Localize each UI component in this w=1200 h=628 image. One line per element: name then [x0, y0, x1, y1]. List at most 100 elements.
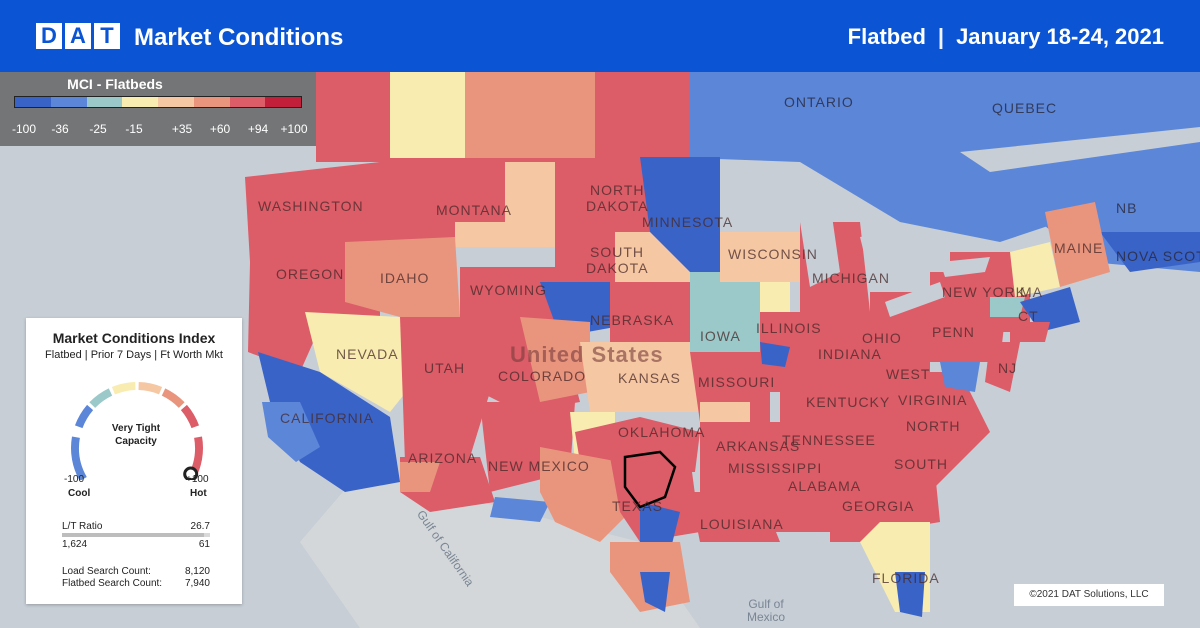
logo-letter-t: T: [94, 23, 120, 49]
region-alabama: [830, 422, 880, 542]
label-nebraska: NEBRASKA: [590, 312, 675, 328]
legend-tick-6: +94: [247, 122, 269, 136]
gauge-status-line1: Very Tight: [111, 423, 161, 434]
region-wyoming: [460, 267, 560, 332]
legend-tick-3: -15: [125, 122, 143, 136]
region-nwt: [390, 72, 465, 158]
label-gulf-of-mexico-2: Mexico: [746, 610, 785, 624]
label-kentucky: KENTUCKY: [806, 394, 891, 410]
load-search-label: Load Search Count:: [62, 566, 151, 577]
label-nevada: NEVADA: [336, 346, 399, 362]
mexico-land: [300, 472, 700, 628]
label-tennessee: TENNESSEE: [782, 432, 876, 448]
label-connecticut: CT: [1018, 308, 1039, 324]
legend-swatch-6: [229, 97, 266, 107]
date-range: January 18-24, 2021: [956, 24, 1164, 49]
mci-gauge: [71, 382, 203, 480]
region-virginia-carolinas: [880, 372, 990, 492]
label-colorado: COLORADO: [498, 368, 587, 384]
region-utah: [400, 317, 490, 462]
legend-swatch-5: [193, 97, 230, 107]
gauge-min-value: -100: [64, 474, 85, 485]
label-florida: FLORIDA: [872, 570, 940, 586]
label-massachusetts: MA: [1020, 284, 1043, 300]
label-west-virginia: WEST: [886, 366, 931, 382]
logo-letter-d: D: [36, 23, 62, 49]
label-south-dakota-1: SOUTH: [590, 244, 644, 260]
label-arkansas: ARKANSAS: [716, 438, 801, 454]
label-united-states: United States: [510, 342, 664, 367]
gauge-segment-0: [74, 404, 94, 429]
label-virginia: VIRGINIA: [898, 392, 968, 408]
region-nebraska: [610, 282, 690, 357]
label-oklahoma: OKLAHOMA: [618, 424, 706, 440]
header-bar: D A T Market Conditions Flatbed | Januar…: [0, 0, 1200, 72]
gauge-segment-5: [180, 404, 200, 429]
region-new-jersey: [985, 342, 1020, 392]
legend-color-scale: [14, 96, 302, 108]
label-north-carolina: NORTH: [906, 418, 961, 434]
gauge-segment-3: [138, 382, 163, 395]
lake-michigan: [800, 202, 840, 287]
legend-swatch-0: [15, 97, 51, 107]
legend-swatch-4: [158, 97, 194, 107]
region-north-dakota: [555, 158, 650, 237]
label-illinois: ILLINOIS: [756, 320, 822, 336]
region-colorado-east: [520, 317, 590, 402]
label-idaho: IDAHO: [380, 270, 430, 286]
mci-legend: MCI - Flatbeds -100 -36 -25 -15 +35 +60 +94 +10…: [0, 72, 316, 146]
region-st-louis: [760, 342, 790, 367]
label-wisconsin: WISCONSIN: [728, 246, 818, 262]
label-south-carolina: SOUTH: [894, 456, 948, 472]
lake-huron: [860, 227, 910, 277]
legend-title: MCI - Flatbeds: [67, 76, 163, 92]
lake-erie: [885, 282, 945, 317]
legend-tick-0: -100: [11, 122, 37, 136]
legend-tick-labels: -100 -36 -25 -15 +35 +60 +94 +100: [0, 122, 316, 138]
gauge-segment-1: [89, 388, 113, 408]
label-missouri: MISSOURI: [698, 374, 776, 390]
region-ohio: [870, 292, 930, 382]
gauge-status: Very Tight Capacity: [106, 422, 166, 448]
legend-swatch-7: [265, 97, 301, 107]
lt-loads-value: 1,624: [62, 539, 88, 550]
legend-swatch-1: [50, 97, 87, 107]
label-indiana: INDIANA: [818, 346, 882, 362]
label-michigan: MICHIGAN: [812, 270, 890, 286]
region-texas-dallas: [640, 502, 680, 552]
report-period: Flatbed | January 18-24, 2021: [848, 24, 1164, 50]
label-california: CALIFORNIA: [280, 410, 375, 426]
label-nova-scotia: NOVA SCOTI: [1116, 248, 1200, 264]
label-texas: TEXAS: [612, 498, 663, 514]
region-delmarva: [940, 362, 980, 392]
label-new-brunswick: NB: [1116, 200, 1138, 216]
label-washington: WASHINGTON: [258, 198, 364, 214]
card-title: Market Conditions Index: [52, 330, 216, 346]
mci-map: ONTARIO QUEBEC WASHINGTON OREGON MONTANA…: [0, 72, 1200, 628]
region-california: [258, 352, 400, 492]
flatbed-search-value: 7,940: [184, 578, 210, 589]
region-louisiana: [690, 492, 780, 542]
region-iowa: [690, 272, 760, 352]
gauge-indicator: [183, 466, 199, 480]
region-az-border: [490, 497, 550, 522]
label-louisiana: LOUISIANA: [700, 516, 784, 532]
market-conditions-card: Market Conditions Index Flatbed | Prior …: [26, 318, 242, 604]
label-georgia: GEORGIA: [842, 498, 915, 514]
page-title: Market Conditions: [134, 24, 344, 51]
region-nb: [1100, 232, 1200, 272]
label-alabama: ALABAMA: [788, 478, 862, 494]
label-ontario: ONTARIO: [784, 94, 854, 110]
region-saskatchewan: [595, 72, 690, 158]
dat-logo: D A T: [36, 23, 123, 49]
label-montana: MONTANA: [436, 202, 512, 218]
label-south-dakota-2: DAKOTA: [586, 260, 649, 276]
flatbed-search-label: Flatbed Search Count:: [62, 578, 163, 589]
lt-ratio-value: 26.7: [190, 521, 210, 532]
region-fort-worth-market: [623, 450, 677, 509]
label-north-dakota-2: DAKOTA: [586, 198, 649, 214]
label-north-dakota-1: NORTH: [590, 182, 645, 198]
lt-ratio-label: L/T Ratio: [62, 521, 103, 532]
label-utah: UTAH: [424, 360, 466, 376]
label-new-york: NEW YORK: [942, 284, 1026, 300]
